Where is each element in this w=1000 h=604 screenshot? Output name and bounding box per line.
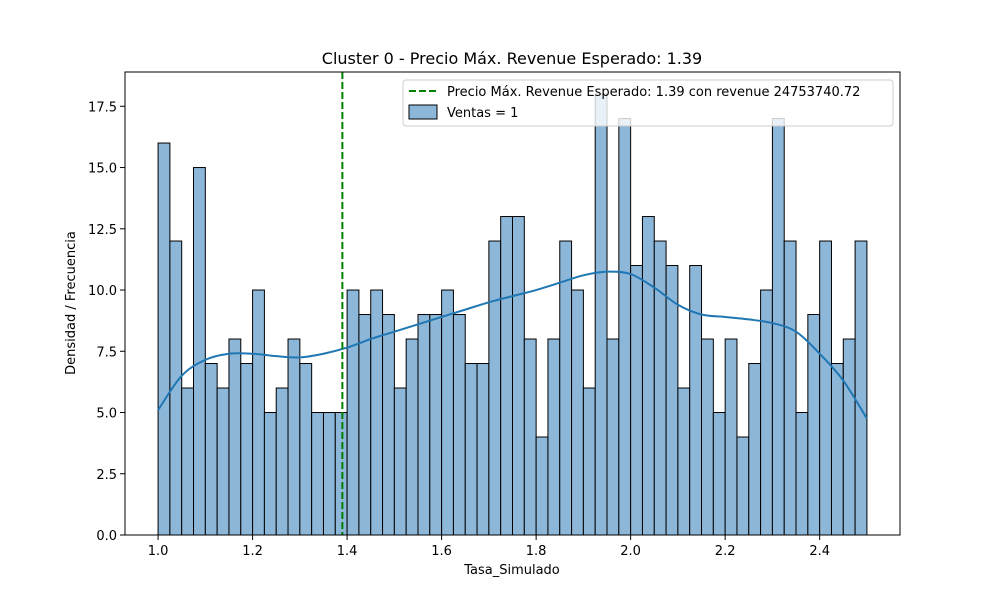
x-tick-label: 2.2 <box>715 544 736 559</box>
histogram-bar <box>606 338 620 536</box>
histogram-bar <box>523 338 537 536</box>
y-tick-label: 12.5 <box>88 223 117 238</box>
histogram-bar <box>571 289 584 536</box>
histogram-bar <box>299 363 313 536</box>
histogram-bar <box>795 412 809 536</box>
histogram-bar <box>311 412 324 536</box>
y-tick-label: 10.0 <box>88 284 117 299</box>
histogram-bar <box>677 387 691 536</box>
histogram-bar <box>417 314 431 536</box>
histogram-bar <box>500 216 513 536</box>
y-tick-label: 7.5 <box>96 345 117 360</box>
y-tick-label: 0.0 <box>96 529 117 544</box>
x-axis-label: Tasa_Simulado <box>463 563 560 578</box>
histogram-bar <box>783 240 797 536</box>
plot-area-frame <box>124 71 901 536</box>
histogram-bar <box>287 338 301 536</box>
histogram-bar <box>547 338 561 536</box>
histogram-bar <box>641 216 655 536</box>
histogram-bar <box>653 240 667 536</box>
x-tick-label: 2.4 <box>809 544 830 559</box>
histogram-bar <box>630 265 643 536</box>
legend-bar-swatch <box>408 104 438 120</box>
chart-title: Cluster 0 - Precio Máx. Revenue Esperado… <box>322 49 702 68</box>
y-axis: 0.0 2.5 5.0 7.5 10.0 12.5 15.0 17.5 <box>88 100 125 544</box>
histogram-bar <box>346 289 360 536</box>
histogram-bar <box>441 289 454 536</box>
histogram-bar <box>240 363 254 536</box>
histogram-bar <box>263 412 277 536</box>
histogram-bar <box>193 167 206 536</box>
y-tick-label: 5.0 <box>96 407 117 422</box>
histogram-bar <box>429 314 443 536</box>
histogram-bar <box>252 289 265 536</box>
histogram-bar <box>405 338 419 536</box>
x-tick-label: 1.6 <box>431 544 452 559</box>
histogram-bar <box>464 363 478 536</box>
y-tick-label: 2.5 <box>96 468 117 483</box>
histogram-bar <box>819 240 832 536</box>
histogram-bar <box>701 338 714 536</box>
x-tick-label: 1.8 <box>526 544 547 559</box>
histogram-bar <box>760 289 773 536</box>
histogram-bar <box>334 412 348 536</box>
histogram-bar <box>476 363 490 536</box>
histogram-bar <box>618 118 632 536</box>
histogram-bar <box>157 142 171 536</box>
histogram-bar <box>748 363 762 536</box>
histogram-bar <box>322 412 336 536</box>
histogram-bar <box>724 338 738 536</box>
histogram-bar <box>535 436 549 536</box>
histogram-bar <box>594 93 608 536</box>
histogram-bar <box>393 387 407 536</box>
x-tick-label: 2.0 <box>620 544 641 559</box>
legend-box <box>402 79 894 127</box>
y-tick-label: 15.0 <box>88 162 117 177</box>
x-axis: 1.0 1.2 1.4 1.6 1.8 2.0 2.2 2.4 <box>148 535 830 559</box>
histogram-bar <box>736 436 750 536</box>
x-tick-label: 1.4 <box>337 544 358 559</box>
histogram-bar <box>559 240 573 536</box>
x-tick-label: 1.0 <box>148 544 169 559</box>
histogram-bar <box>275 387 289 536</box>
histogram-bar <box>382 314 395 536</box>
histogram-bar <box>830 363 844 536</box>
histogram-bar <box>488 240 502 536</box>
kde-curve <box>157 270 868 420</box>
histogram-bar <box>665 265 679 536</box>
histogram-bar <box>689 265 703 536</box>
legend: Precio Máx. Revenue Esperado: 1.39 con r… <box>402 79 894 127</box>
histogram-bar <box>854 240 868 536</box>
histogram-bar <box>216 387 230 536</box>
legend-bar-label: Ventas = 1 <box>447 106 518 121</box>
legend-vline-label: Precio Máx. Revenue Esperado: 1.39 con r… <box>447 85 860 100</box>
histogram-bar <box>712 412 726 536</box>
histogram-bar <box>512 216 525 536</box>
histogram-bar <box>842 338 856 536</box>
histogram-bar <box>181 387 195 536</box>
histogram-bar <box>582 387 596 536</box>
histogram-bar <box>370 289 384 536</box>
y-tick-label: 17.5 <box>88 100 117 115</box>
histogram-bar <box>452 314 466 536</box>
histogram-bar <box>204 363 218 536</box>
histogram-bar <box>358 314 372 536</box>
x-tick-label: 1.2 <box>242 544 263 559</box>
y-axis-label: Densidad / Frecuencia <box>64 231 79 375</box>
histogram-bar <box>228 338 242 536</box>
